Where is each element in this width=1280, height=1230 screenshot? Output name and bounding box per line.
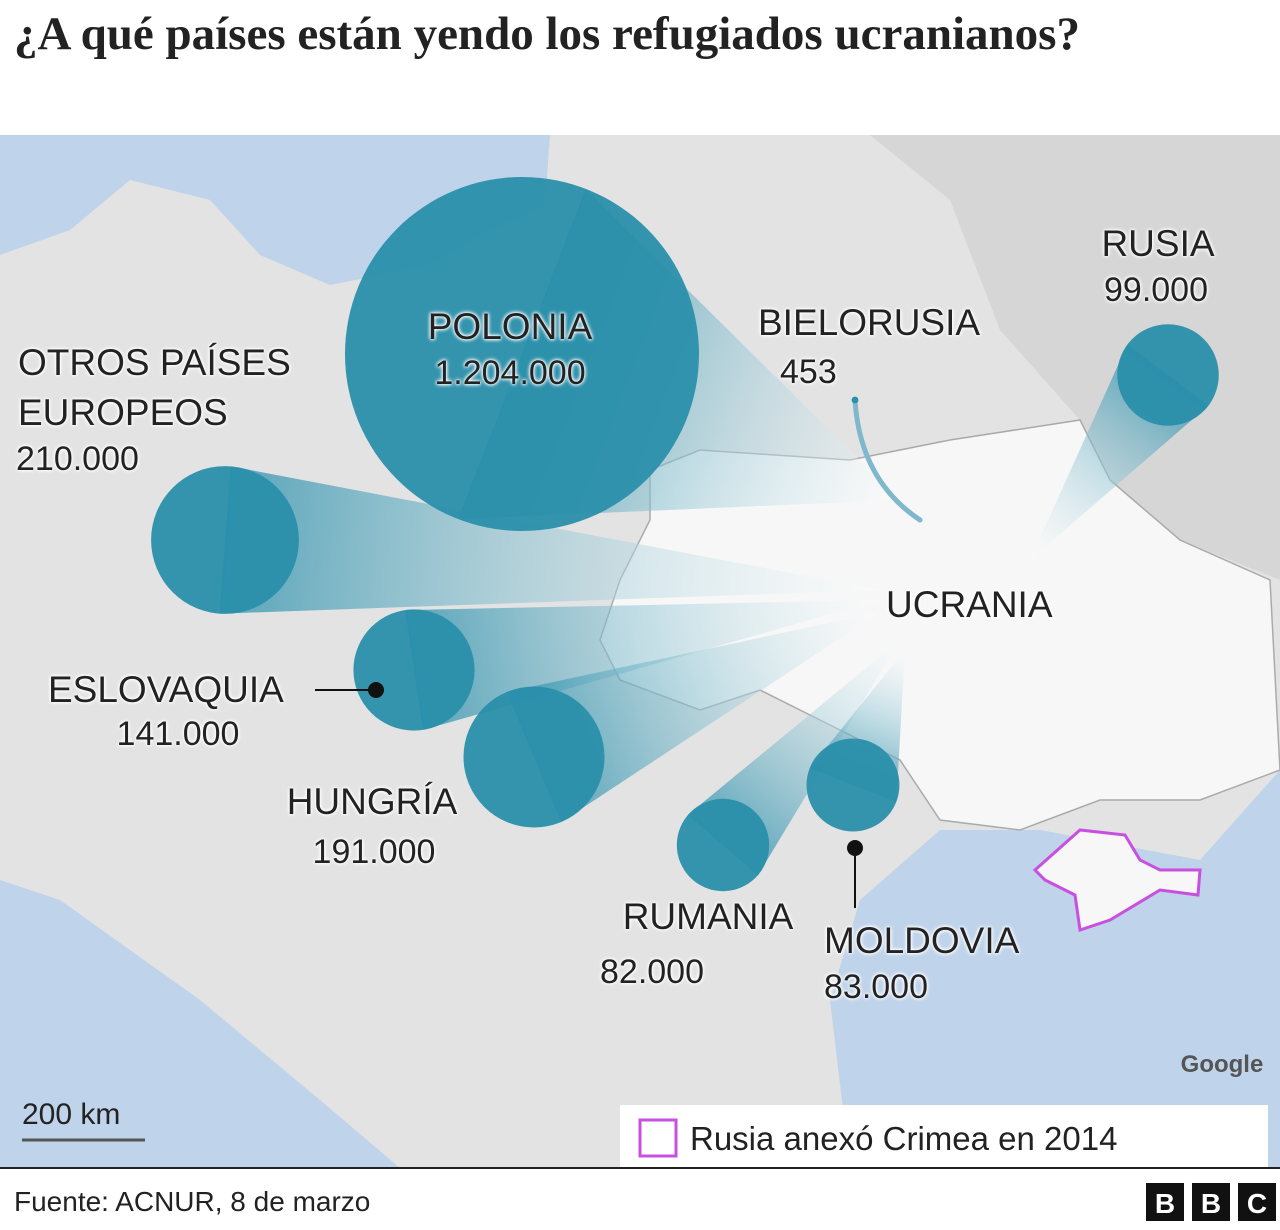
destination-name: HUNGRÍA <box>286 781 458 822</box>
destination-value: 210.000 <box>16 440 139 478</box>
refugee-circle <box>151 466 299 614</box>
refugee-circle <box>353 609 475 731</box>
destination-value: 1.204.000 <box>434 354 586 392</box>
logo-box <box>1146 1183 1184 1221</box>
destination-name: POLONIA <box>427 306 593 347</box>
logo-letter: C <box>1247 1188 1267 1219</box>
source: Fuente: ACNUR, 8 de marzo <box>14 1186 370 1217</box>
logo-letter: B <box>1155 1188 1175 1219</box>
refugee-circle <box>463 686 605 828</box>
destination-value: 83.000 <box>824 968 928 1006</box>
destination-name: ESLOVAQUIA <box>48 669 284 710</box>
leader-dot <box>368 682 384 698</box>
destination-name: BIELORUSIA <box>758 302 981 343</box>
attribution: Google <box>1181 1051 1264 1078</box>
origin-label: UCRANIA <box>886 584 1053 625</box>
refugee-circle <box>676 798 770 892</box>
legend-box <box>620 1105 1268 1168</box>
title: ¿A qué países están yendo los refugiados… <box>14 8 1080 60</box>
refugee-circle <box>1117 324 1219 426</box>
destination-name: RUMANIA <box>622 896 794 937</box>
destination-name: OTROS PAÍSES EUROPEOS <box>18 342 291 433</box>
logo-letter: B <box>1201 1188 1221 1219</box>
flow <box>852 397 923 523</box>
destination-name: MOLDOVIA <box>824 920 1020 961</box>
refugee-circle <box>806 738 900 832</box>
refugee-circle <box>345 177 699 531</box>
refugee-circle <box>851 396 859 404</box>
destination-value: 141.000 <box>116 715 240 753</box>
destination-value: 191.000 <box>312 833 436 871</box>
logo-box <box>1192 1183 1230 1221</box>
legend-label: Rusia anexó Crimea en 2014 <box>690 1120 1117 1157</box>
destination-value: 453 <box>780 353 837 391</box>
legend-swatch <box>638 1118 678 1158</box>
destination-value: 82.000 <box>600 953 704 991</box>
destination-name: RUSIA <box>1101 223 1215 264</box>
circles <box>151 177 1219 892</box>
logo-box <box>1238 1183 1276 1221</box>
russia-land <box>870 135 1280 580</box>
leader-dot <box>847 840 863 856</box>
crimea <box>1032 828 1202 932</box>
destination-value: 99.000 <box>1104 271 1208 309</box>
flow <box>219 466 880 614</box>
adriatic-sea <box>0 880 400 1168</box>
scale-label: 200 km <box>22 1098 120 1131</box>
